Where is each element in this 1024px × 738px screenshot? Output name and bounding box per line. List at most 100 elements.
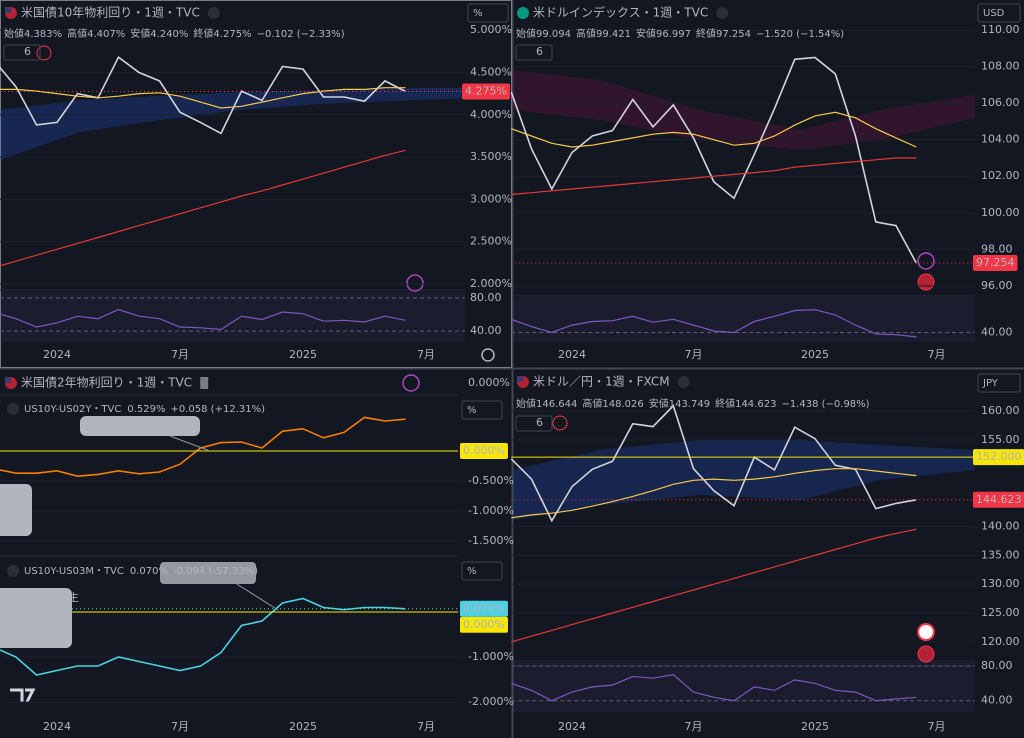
symbol-icon <box>517 7 529 19</box>
x-tick-label: 2025 <box>289 348 317 361</box>
callout <box>80 416 200 436</box>
price-badge <box>973 254 1018 271</box>
indicator-toggle[interactable] <box>515 44 553 61</box>
price-label: 4.275% <box>465 85 507 98</box>
price-badge <box>973 449 1024 466</box>
collapse-icon[interactable] <box>716 7 729 19</box>
price-label: 144.623 <box>976 493 1022 506</box>
x-tick-label: 2025 <box>801 720 829 733</box>
callout-text: ある <box>2 513 24 526</box>
x-tick-label: 2024 <box>43 720 71 733</box>
y-tick-label: 96.00 <box>981 279 1013 292</box>
rsi-tick-label: 80.00 <box>981 659 1013 672</box>
y-tick-label: -2.000% <box>468 695 514 708</box>
legend-label: 終値 <box>193 27 213 40</box>
x-tick-label: 7月 <box>928 348 946 361</box>
source-icon <box>7 403 19 415</box>
y-tick-label: 4.000% <box>470 108 512 121</box>
price-line <box>0 597 406 676</box>
y-tick-label: 3.000% <box>470 192 512 205</box>
price-label: 0.070% <box>463 602 505 615</box>
axis-unit: % <box>473 8 483 19</box>
alert-icon[interactable] <box>917 252 935 270</box>
legend-value: 146.644 <box>536 399 577 410</box>
y-tick-label: 104.00 <box>981 133 1020 146</box>
rsi-tick-label: 40.00 <box>981 694 1013 707</box>
legend-label: 安値 <box>130 27 150 40</box>
legend-label: 始値 <box>516 397 536 410</box>
warning-icon[interactable] <box>36 45 52 61</box>
x-tick-label: 2025 <box>289 720 317 733</box>
x-tick-label: 2024 <box>558 720 586 733</box>
y-tick-label: 2.500% <box>470 235 512 248</box>
price-label: 0.000% <box>463 444 505 457</box>
price-line <box>0 149 406 267</box>
callout-text: 解消：2024.8.26 <box>88 418 177 432</box>
price-line <box>510 404 917 523</box>
collapse-icon[interactable] <box>677 376 690 388</box>
legend-label: 始値 <box>516 27 536 40</box>
y-tick-label: 125.00 <box>981 606 1020 619</box>
callout-pointer <box>169 435 211 452</box>
series-title: US10Y-US03M・TVC <box>24 566 124 577</box>
y-tick-label: -1.500% <box>468 534 514 547</box>
alert-icon[interactable] <box>402 374 420 392</box>
pane-tool[interactable] <box>200 377 209 389</box>
x-tick-label: 7月 <box>417 720 435 733</box>
flag-icon <box>5 7 11 13</box>
legend-label: 高値 <box>576 27 596 40</box>
legend-label: 高値 <box>582 397 602 410</box>
legend-value: 143.749 <box>669 399 710 410</box>
legend-value: 97.254 <box>716 29 751 40</box>
legend-label: 終値 <box>715 397 735 410</box>
legend-label: 終値 <box>696 27 716 40</box>
collapse-icon[interactable] <box>207 7 220 19</box>
y-tick-label: 130.00 <box>981 577 1020 590</box>
warning-icon[interactable] <box>552 415 568 431</box>
axis-unit-button[interactable] <box>461 561 503 581</box>
callout <box>0 588 72 648</box>
legend-change: −1.520 (−1.54%) <box>756 29 844 40</box>
series-change: -0.094 (-57.33%) <box>173 566 258 577</box>
axis-unit-button[interactable] <box>467 3 509 23</box>
rsi-line <box>0 308 406 331</box>
axis-unit: % <box>467 566 477 577</box>
chart-title: 米国債10年物利回り・1週・TVC <box>21 5 200 20</box>
axis-unit-button[interactable] <box>977 3 1021 23</box>
indicator-toggle[interactable] <box>515 415 553 432</box>
callout-text: 発生 <box>2 486 24 500</box>
event-flag[interactable] <box>917 645 935 663</box>
rsi-background <box>0 292 465 342</box>
indicator-count: 6 <box>536 45 543 58</box>
x-tick-label: 2025 <box>801 348 829 361</box>
logo <box>10 688 36 703</box>
y-tick-label: 2.000% <box>470 277 512 290</box>
y-tick-label: -1.000% <box>468 650 514 663</box>
y-tick-label: 98.00 <box>981 242 1013 255</box>
y-tick-label: 5.000% <box>470 23 512 36</box>
collapsed-title: 米国債2年物利回り・1週・TVC <box>21 375 192 390</box>
x-tick-label: 7月 <box>171 720 189 733</box>
axis-unit-button[interactable] <box>977 373 1021 393</box>
y-tick-label: 160.00 <box>981 404 1020 417</box>
legend-label: 始値 <box>4 27 24 40</box>
y-tick-label: 108.00 <box>981 60 1020 73</box>
settings-icon[interactable] <box>481 348 495 362</box>
price-label: 97.254 <box>976 256 1015 269</box>
event-flag[interactable] <box>917 623 935 641</box>
price-line <box>0 87 406 109</box>
price-line <box>511 468 917 519</box>
event-flag[interactable] <box>917 273 935 291</box>
rsi-tick-label: 80.00 <box>470 291 502 304</box>
alert-icon[interactable] <box>406 274 424 292</box>
callout-text: 言われる <box>2 630 45 643</box>
y-tick-label: 140.00 <box>981 519 1020 532</box>
rsi-background <box>511 660 975 712</box>
legend-value: 96.997 <box>656 29 691 40</box>
x-tick-label: 7月 <box>928 720 946 733</box>
axis-unit-button[interactable] <box>461 400 503 420</box>
axis-unit: USD <box>983 8 1005 19</box>
indicator-toggle[interactable] <box>3 44 41 61</box>
